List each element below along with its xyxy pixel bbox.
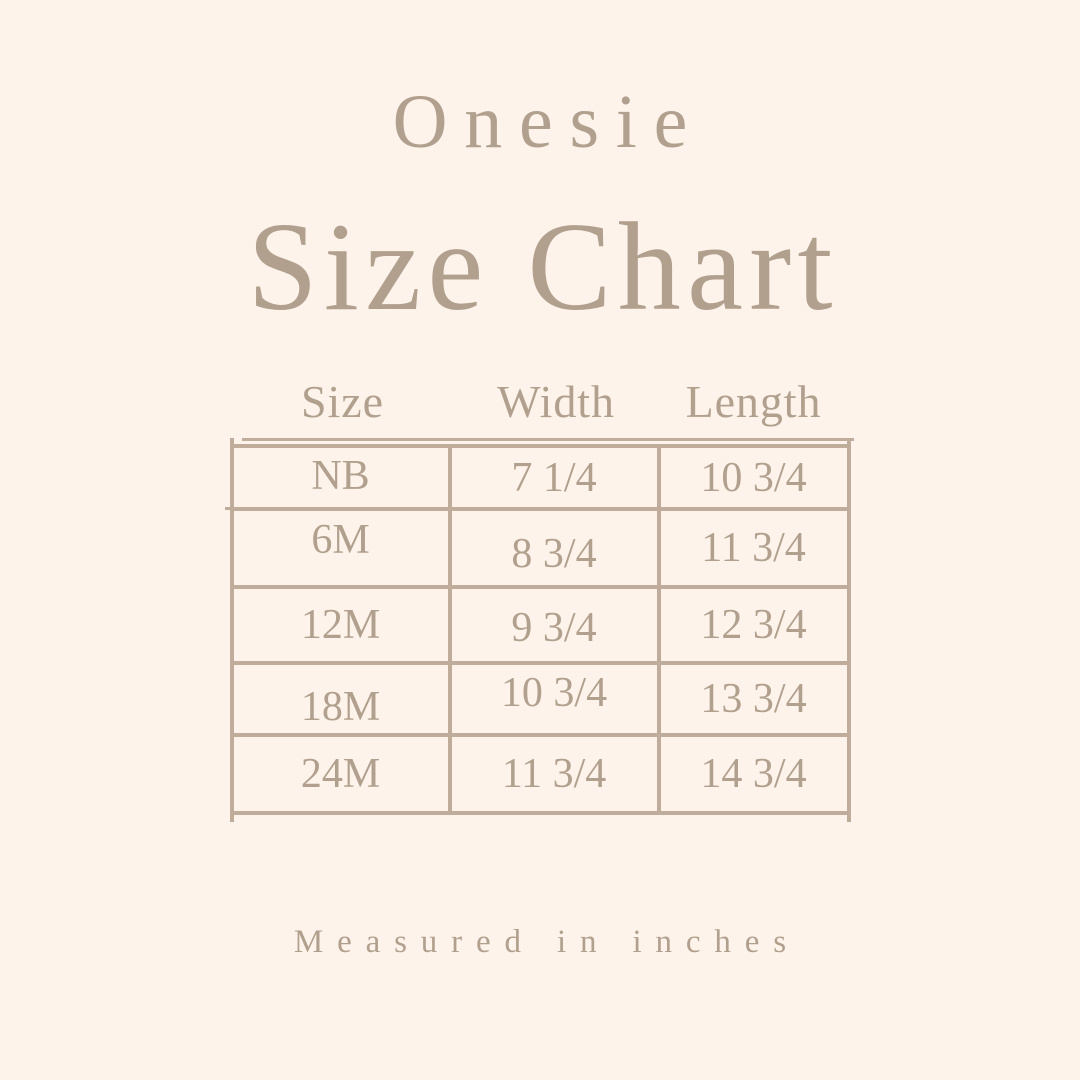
table-outline-accent-left <box>229 438 234 822</box>
table-cell-size-18m: 18M <box>233 665 452 737</box>
table-cell-width-12m: 9 3/4 <box>451 589 661 665</box>
measurement-unit-note: Measured in inches <box>293 924 800 960</box>
table-cell-width-18m: 10 3/4 <box>451 665 661 737</box>
column-header-width: Width <box>497 376 615 427</box>
table-cell-length-12m: 12 3/4 <box>660 589 847 665</box>
column-header-size: Size <box>301 376 384 427</box>
table-cell-length-nb: 10 3/4 <box>660 448 847 511</box>
table-cell-length-24m: 14 3/4 <box>700 751 807 797</box>
product-subtitle: Onesie <box>392 80 705 164</box>
table-cell-size-6m: 6M <box>233 511 452 589</box>
table-outline-accent-top <box>241 438 854 441</box>
page-title: Size Chart <box>247 198 839 337</box>
table-cell-width-nb: 7 1/4 <box>451 448 661 511</box>
table-column-headers: Size Width Length <box>234 379 847 425</box>
table-cell-width-24m: 11 3/4 <box>452 737 661 811</box>
table-cell-length-6m: 11 3/4 <box>660 511 847 589</box>
table-cell-width-6m: 8 3/4 <box>451 511 661 589</box>
table-cell-length-18m: 13 3/4 <box>660 665 847 737</box>
size-table: NB 7 1/4 10 3/4 6M 8 3/4 11 3/4 12M 9 3/… <box>224 438 854 822</box>
table-cell-size-24m: 24M <box>234 737 452 811</box>
table-outline-accent-right <box>846 438 851 822</box>
table-outline-accent-tick <box>224 507 234 510</box>
table-cell-size-12m: 12M <box>233 589 452 665</box>
table-cell-size-nb: NB <box>233 448 452 511</box>
column-header-length: Length <box>685 376 822 427</box>
